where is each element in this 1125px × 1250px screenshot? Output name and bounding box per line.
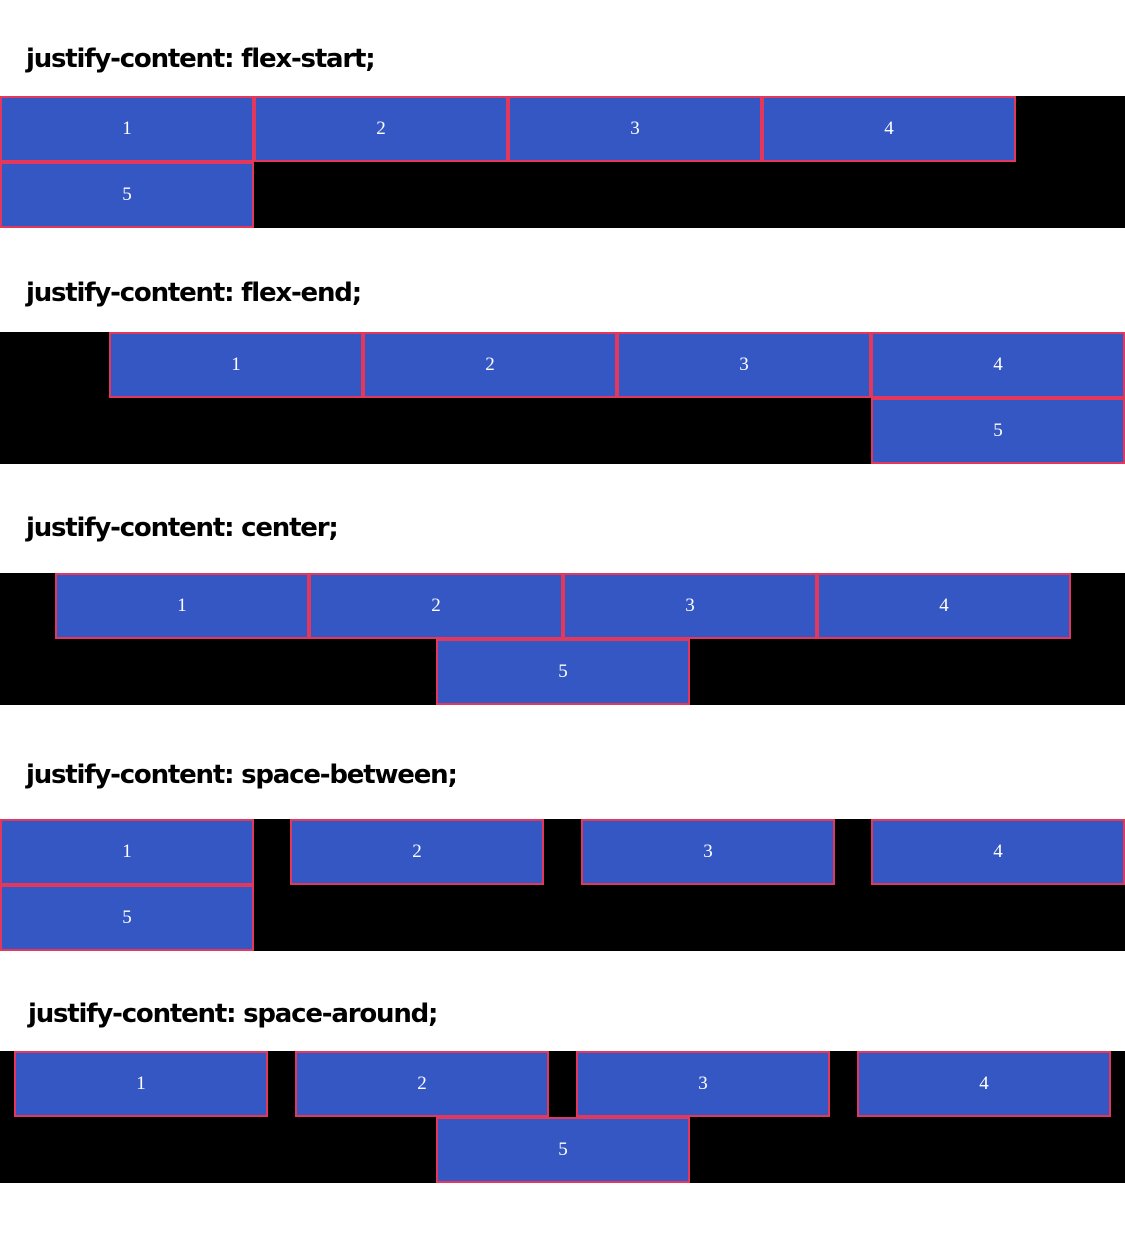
flex-item-4: 4 — [871, 819, 1125, 885]
flex-item-1: 1 — [0, 819, 254, 885]
flex-item-2: 2 — [254, 96, 508, 162]
section-heading-space-around: justify-content: space-around; — [28, 999, 438, 1029]
flex-item-2: 2 — [295, 1051, 549, 1117]
flex-item-4: 4 — [817, 573, 1071, 639]
flex-item-5: 5 — [871, 398, 1125, 464]
flex-container-center: 1 2 3 4 5 — [0, 573, 1125, 705]
section-heading-space-between: justify-content: space-between; — [26, 760, 458, 790]
section-heading-flex-start: justify-content: flex-start; — [26, 44, 376, 74]
flex-item-2: 2 — [309, 573, 563, 639]
flex-item-4: 4 — [871, 332, 1125, 398]
flex-container-flex-start: 1 2 3 4 5 — [0, 96, 1125, 228]
flex-item-4: 4 — [857, 1051, 1111, 1117]
section-heading-flex-end: justify-content: flex-end; — [26, 278, 362, 308]
flex-item-5: 5 — [0, 885, 254, 951]
flex-item-1: 1 — [0, 96, 254, 162]
flex-item-1: 1 — [14, 1051, 268, 1117]
flex-container-space-between: 1 2 3 4 5 — [0, 819, 1125, 951]
flex-item-4: 4 — [762, 96, 1016, 162]
flex-item-5: 5 — [436, 639, 690, 705]
flex-item-5: 5 — [0, 162, 254, 228]
flex-item-3: 3 — [576, 1051, 830, 1117]
section-heading-center: justify-content: center; — [26, 513, 339, 543]
flex-container-flex-end: 1 2 3 4 5 — [0, 332, 1125, 464]
flex-container-space-around: 1 2 3 4 5 — [0, 1051, 1125, 1183]
flex-item-3: 3 — [563, 573, 817, 639]
flex-item-1: 1 — [109, 332, 363, 398]
flex-item-1: 1 — [55, 573, 309, 639]
flex-item-3: 3 — [581, 819, 835, 885]
flex-item-2: 2 — [363, 332, 617, 398]
flex-item-3: 3 — [508, 96, 762, 162]
flex-item-5: 5 — [436, 1117, 690, 1183]
flex-item-2: 2 — [290, 819, 544, 885]
flex-item-3: 3 — [617, 332, 871, 398]
